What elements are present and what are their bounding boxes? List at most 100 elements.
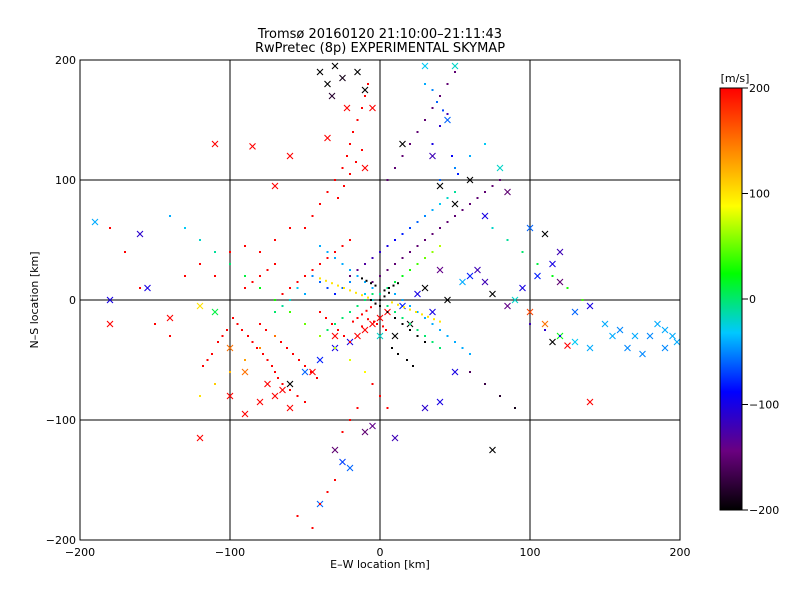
data-point-dot xyxy=(371,281,374,283)
data-point-x xyxy=(556,278,564,286)
plot-frame xyxy=(79,59,681,541)
data-point-dot xyxy=(431,143,434,145)
data-point-dot xyxy=(311,269,314,271)
data-point-dot xyxy=(310,371,312,373)
data-point-dot xyxy=(311,215,314,217)
data-point-dot xyxy=(371,383,374,385)
data-point-dot xyxy=(331,282,333,285)
data-point-dot xyxy=(383,289,386,292)
data-point-dot xyxy=(454,167,456,169)
data-point-x xyxy=(639,350,646,358)
data-point-dot xyxy=(139,287,141,289)
x-tick-label: 100 xyxy=(520,546,541,559)
y-tick-label: 200 xyxy=(55,54,76,67)
data-point-dot xyxy=(169,335,171,337)
data-point-dot xyxy=(394,167,396,169)
data-point-dot xyxy=(506,239,509,241)
data-point-dot xyxy=(451,155,453,157)
data-point-dot xyxy=(394,311,396,313)
data-point-dot xyxy=(367,296,369,299)
data-point-dot xyxy=(394,239,396,241)
data-point-x xyxy=(444,296,451,304)
chart-subtitle: RwPretec (8p) EXPERIMENTAL SKYMAP xyxy=(255,41,505,56)
data-point-dot xyxy=(364,371,366,373)
y-tick-label: 0 xyxy=(69,294,76,307)
data-point-x xyxy=(369,104,376,112)
data-point-dot xyxy=(266,269,269,271)
data-point-x xyxy=(271,392,279,400)
data-point-dot xyxy=(356,269,359,271)
data-point-dot xyxy=(304,401,306,403)
data-point-x xyxy=(324,80,331,88)
x-axis-ticks: −200 −100 0 100 200 xyxy=(65,546,691,559)
y-tick-label: −200 xyxy=(46,534,76,547)
data-point-dot xyxy=(184,227,186,229)
data-point-x xyxy=(669,332,676,340)
data-point-dot xyxy=(247,335,249,337)
data-point-dot xyxy=(331,323,333,325)
colorbar-tick-label: 100 xyxy=(749,188,770,201)
colorbar-tick-label: −100 xyxy=(749,399,779,412)
data-point-dot xyxy=(304,293,306,295)
data-point-x xyxy=(144,284,151,292)
data-point-x xyxy=(541,230,549,238)
data-point-dot xyxy=(343,335,345,337)
data-point-dot xyxy=(229,263,231,265)
data-point-x xyxy=(631,332,639,340)
data-point-x xyxy=(211,140,219,148)
data-point-dot xyxy=(401,299,404,301)
data-point-dot xyxy=(371,287,374,289)
data-point-dot xyxy=(251,281,254,283)
data-point-dot xyxy=(361,294,363,297)
data-point-x xyxy=(196,434,204,442)
data-point-dot xyxy=(439,179,441,181)
data-point-x xyxy=(421,404,429,412)
data-point-dot xyxy=(334,293,336,295)
data-point-x xyxy=(586,344,594,352)
data-point-dot xyxy=(184,275,186,277)
data-point-x xyxy=(466,176,474,184)
data-point-x xyxy=(166,314,174,322)
data-point-dot xyxy=(289,299,291,301)
data-point-dot xyxy=(424,317,426,319)
data-point-x xyxy=(279,386,286,394)
data-point-x xyxy=(286,380,294,388)
data-point-dot xyxy=(409,227,411,229)
data-point-dot xyxy=(424,335,426,337)
data-point-x xyxy=(361,326,369,334)
data-point-dot xyxy=(349,359,351,361)
data-point-dot xyxy=(431,233,434,235)
data-point-x xyxy=(436,398,444,406)
data-point-x xyxy=(376,332,384,340)
data-point-dot xyxy=(241,329,243,331)
colorbar-tick-label: 0 xyxy=(749,293,756,306)
data-point-dot xyxy=(319,281,321,283)
data-point-dot xyxy=(394,263,396,265)
data-point-dot xyxy=(491,227,494,229)
data-point-dot xyxy=(454,341,456,343)
data-point-x xyxy=(331,446,339,454)
data-point-dot xyxy=(326,329,329,331)
data-point-x xyxy=(106,296,114,304)
data-point-dot xyxy=(274,263,276,265)
data-point-dot xyxy=(454,71,456,73)
data-point-dot xyxy=(386,305,389,307)
data-point-dot xyxy=(341,263,344,265)
data-point-dot xyxy=(364,293,366,295)
data-point-dot xyxy=(356,275,359,277)
data-point-dot xyxy=(379,251,381,253)
data-point-dot xyxy=(311,275,314,277)
data-point-dot xyxy=(259,347,261,349)
data-point-dot xyxy=(367,83,369,85)
data-point-dot xyxy=(274,311,276,313)
data-point-x xyxy=(436,182,444,190)
data-point-dot xyxy=(386,269,389,271)
colorbar-ticks: 200 100 0 −100 −200 xyxy=(742,82,779,517)
data-point-x xyxy=(361,164,369,172)
data-point-dot xyxy=(326,491,329,493)
data-point-x xyxy=(481,212,489,220)
data-point-x xyxy=(106,320,114,328)
data-point-x xyxy=(556,248,564,256)
data-point-dot xyxy=(365,279,368,282)
